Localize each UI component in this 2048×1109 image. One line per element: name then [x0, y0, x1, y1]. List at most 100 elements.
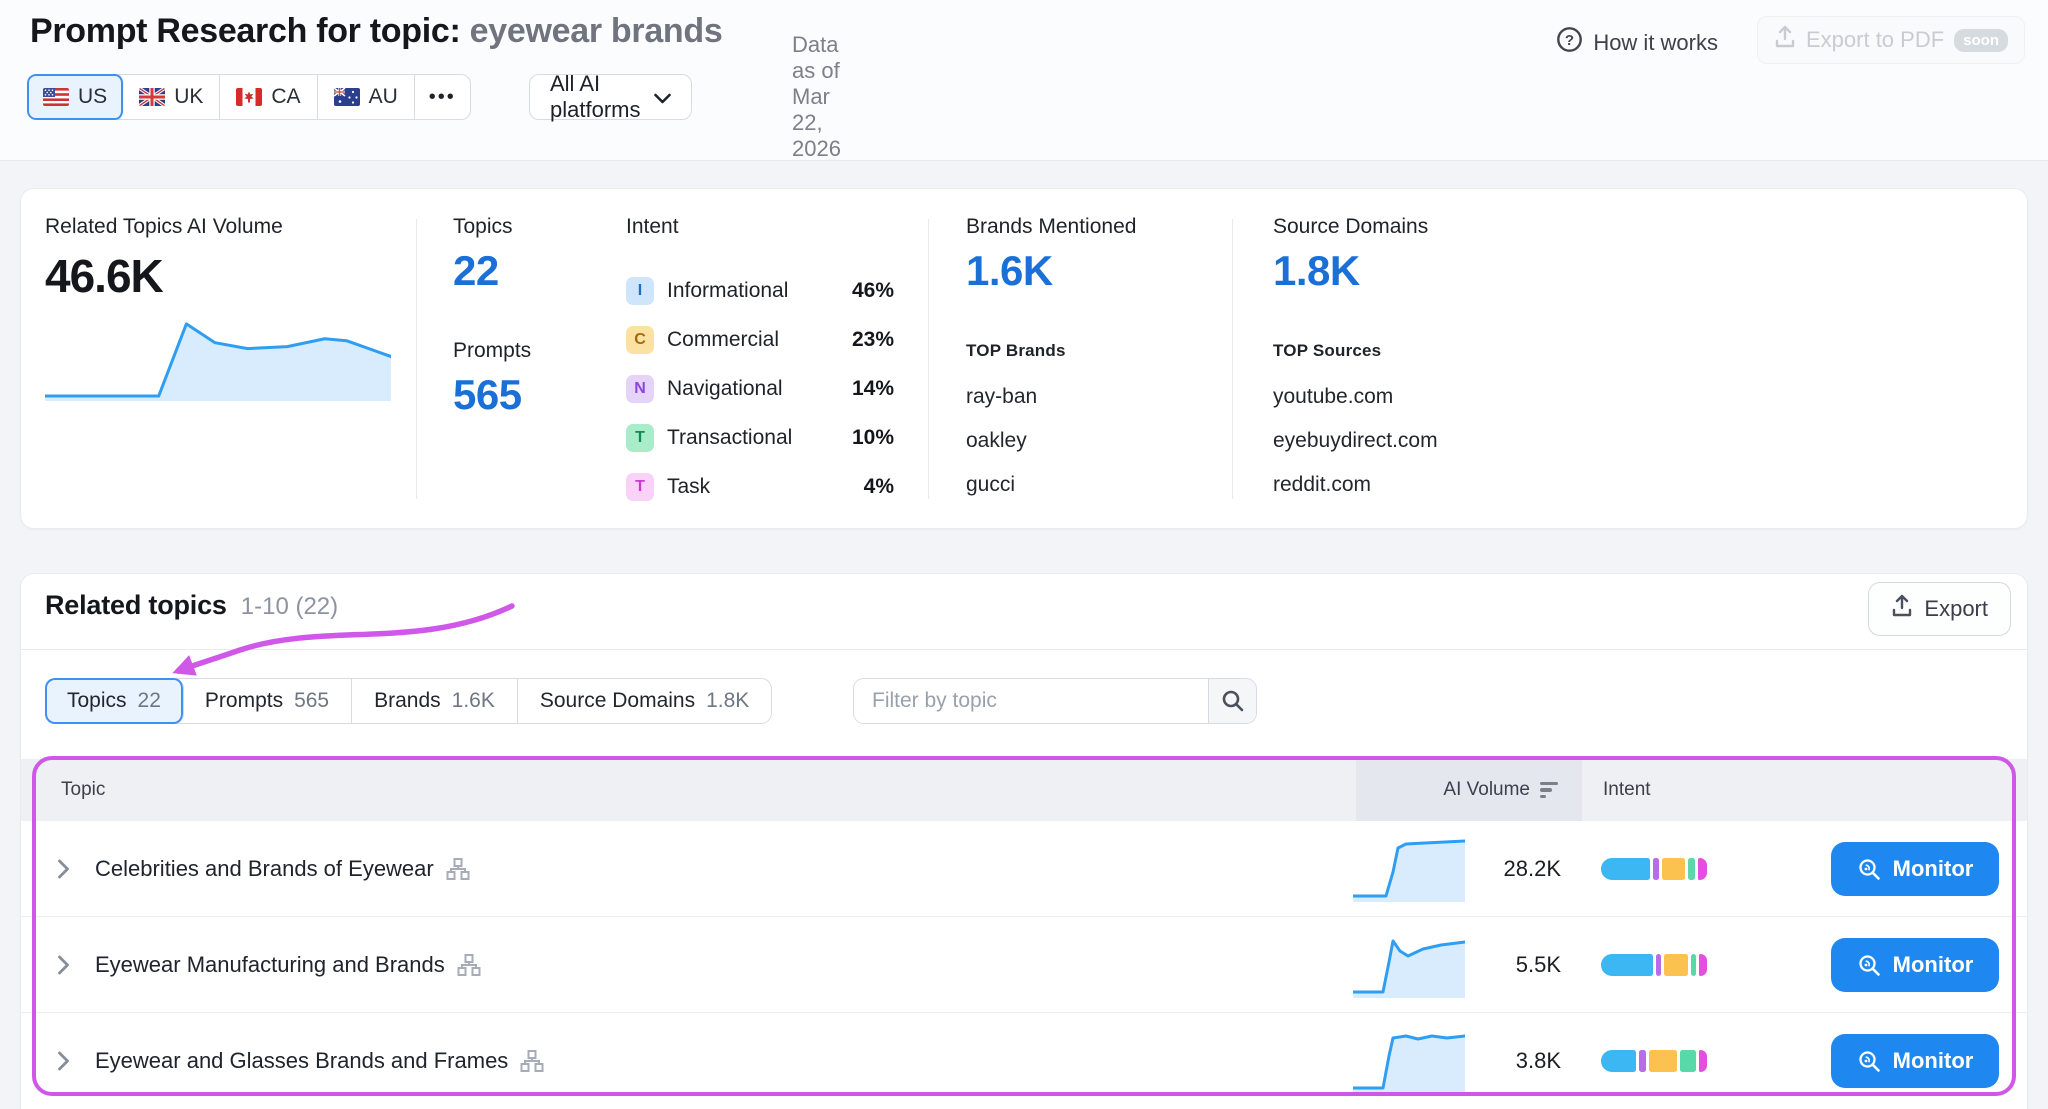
related-topics-range: 1-10 (22): [240, 593, 339, 620]
brands-mentioned-section: Brands Mentioned 1.6K: [966, 215, 1136, 295]
data-as-of-label: Data as of Mar 22, 2026: [792, 32, 841, 161]
intent-row-transactional: T Transactional 10%: [626, 424, 894, 452]
tab-source-domains[interactable]: Source Domains 1.8K: [539, 689, 750, 712]
sources-label: Source Domains: [1273, 215, 1429, 238]
top-source-item: youtube.com: [1273, 385, 1394, 408]
ai-platform-select[interactable]: All AI platforms: [529, 71, 693, 122]
monitor-button[interactable]: Monitor: [1831, 842, 1999, 896]
ca-flag-icon: [236, 88, 263, 106]
top-source-item: eyebuydirect.com: [1273, 429, 1438, 452]
intent-section: Intent: [626, 215, 679, 239]
page-title: Prompt Research for topic: eyewear brand…: [30, 12, 723, 51]
country-tab-ca[interactable]: CA: [220, 75, 318, 119]
divider: [1232, 219, 1233, 499]
monitor-magnifier-icon: [1859, 1050, 1880, 1072]
intent-distribution-bar: [1601, 1050, 1708, 1072]
intent-row-commercial: C Commercial 23%: [626, 326, 894, 354]
row-sparkline: [1353, 932, 1465, 998]
monitor-magnifier-icon: [1859, 858, 1880, 880]
export-to-pdf-button[interactable]: Export to PDF soon: [1757, 16, 2025, 64]
brands-value: 1.6K: [966, 247, 1053, 294]
how-it-works-label: How it works: [1593, 29, 1718, 55]
intent-row-informational: I Informational 46%: [626, 277, 894, 305]
export-label: Export: [1924, 596, 1988, 621]
topics-stat: Topics 22: [453, 215, 513, 295]
table-row: Eyewear and Glasses Brands and Frames 3.…: [21, 1013, 2027, 1109]
top-brand-item: ray-ban: [966, 385, 1038, 408]
topic-link[interactable]: Eyewear and Glasses Brands and Frames: [95, 1013, 544, 1109]
intent-row-navigational: N Navigational 14%: [626, 375, 894, 403]
filter-by-topic-input[interactable]: [854, 679, 1208, 723]
hierarchy-icon: [520, 1050, 544, 1072]
intent-label: Intent: [626, 215, 679, 238]
intent-commercial-icon: C: [626, 326, 654, 354]
search-icon: [1222, 690, 1243, 712]
intent-transactional-icon: T: [626, 424, 654, 452]
row-sparkline: [1353, 1028, 1465, 1094]
country-label: UK: [174, 85, 204, 108]
prompts-label: Prompts: [453, 339, 532, 362]
column-header-intent: Intent: [1603, 779, 1651, 800]
how-it-works-link[interactable]: ? How it works: [1556, 26, 1718, 59]
country-tab-au[interactable]: AU: [318, 75, 415, 119]
row-sparkline: [1353, 836, 1465, 902]
page-title-topic: eyewear brands: [469, 12, 723, 50]
top-brand-item: gucci: [966, 473, 1016, 496]
overview-card: Related Topics AI Volume 46.6K Topics 22…: [20, 188, 2028, 529]
question-circle-icon: ?: [1556, 26, 1583, 59]
expand-chevron-icon[interactable]: [57, 1050, 70, 1077]
tab-prompts[interactable]: Prompts 565: [183, 679, 353, 723]
intent-row-task: T Task 4%: [626, 473, 894, 501]
monitor-button[interactable]: Monitor: [1831, 1034, 1999, 1088]
divider: [928, 219, 929, 499]
tab-brands[interactable]: Brands 1.6K: [352, 679, 518, 723]
upload-icon: [1891, 594, 1913, 624]
search-button[interactable]: [1208, 679, 1256, 723]
expand-chevron-icon[interactable]: [57, 954, 70, 981]
intent-navigational-icon: N: [626, 375, 654, 403]
prompts-stat: Prompts 565: [453, 339, 531, 419]
ai-volume-cell: 28.2K: [1503, 856, 1562, 881]
related-tabs: Topics 22 Prompts 565 Brands 1.6K Source…: [45, 678, 773, 724]
ai-volume-cell: 3.8K: [1515, 1048, 1561, 1073]
table-row: Celebrities and Brands of Eyewear 28.2K …: [21, 821, 2027, 917]
ellipsis-icon: •••: [428, 85, 456, 108]
intent-informational-icon: I: [626, 277, 654, 305]
expand-chevron-icon[interactable]: [57, 858, 70, 885]
table-row: Eyewear Manufacturing and Brands 5.5K Mo…: [21, 917, 2027, 1013]
intent-task-icon: T: [626, 473, 654, 501]
monitor-button[interactable]: Monitor: [1831, 938, 1999, 992]
ai-platform-value: All AI platforms: [550, 71, 641, 122]
top-brands-label: TOP Brands: [966, 341, 1066, 360]
top-source-item: reddit.com: [1273, 473, 1372, 496]
brands-label: Brands Mentioned: [966, 215, 1137, 238]
divider: [416, 219, 417, 499]
country-label: AU: [368, 85, 398, 108]
more-countries-button[interactable]: •••: [415, 75, 470, 119]
export-button[interactable]: Export: [1868, 582, 2011, 636]
ai-volume-value: 46.6K: [45, 250, 164, 302]
divider: [21, 649, 2027, 650]
au-flag-icon: [333, 88, 360, 106]
topics-value: 22: [453, 247, 499, 294]
topic-filter: [853, 678, 1257, 724]
export-to-pdf-label: Export to PDF: [1806, 27, 1945, 52]
country-tab-us[interactable]: US: [27, 74, 125, 120]
chevron-down-icon: [654, 84, 672, 110]
column-header-ai-volume[interactable]: AI Volume: [1356, 759, 1582, 821]
top-sources-label: TOP Sources: [1273, 341, 1382, 360]
hierarchy-icon: [446, 858, 470, 880]
intent-distribution-bar: [1601, 858, 1707, 880]
ai-volume-sparkline: [45, 317, 391, 401]
svg-text:?: ?: [1565, 32, 1574, 49]
topic-link[interactable]: Eyewear Manufacturing and Brands: [95, 917, 481, 1013]
monitor-magnifier-icon: [1859, 954, 1880, 976]
soon-badge: soon: [1954, 28, 2008, 52]
top-brand-item: oakley: [966, 429, 1027, 452]
source-domains-section: Source Domains 1.8K: [1273, 215, 1428, 295]
topic-link[interactable]: Celebrities and Brands of Eyewear: [95, 821, 470, 917]
column-header-topic: Topic: [61, 779, 106, 800]
country-tab-uk[interactable]: UK: [123, 75, 221, 119]
ai-volume-label: Related Topics AI Volume: [45, 215, 283, 238]
tab-topics[interactable]: Topics 22: [45, 678, 184, 724]
